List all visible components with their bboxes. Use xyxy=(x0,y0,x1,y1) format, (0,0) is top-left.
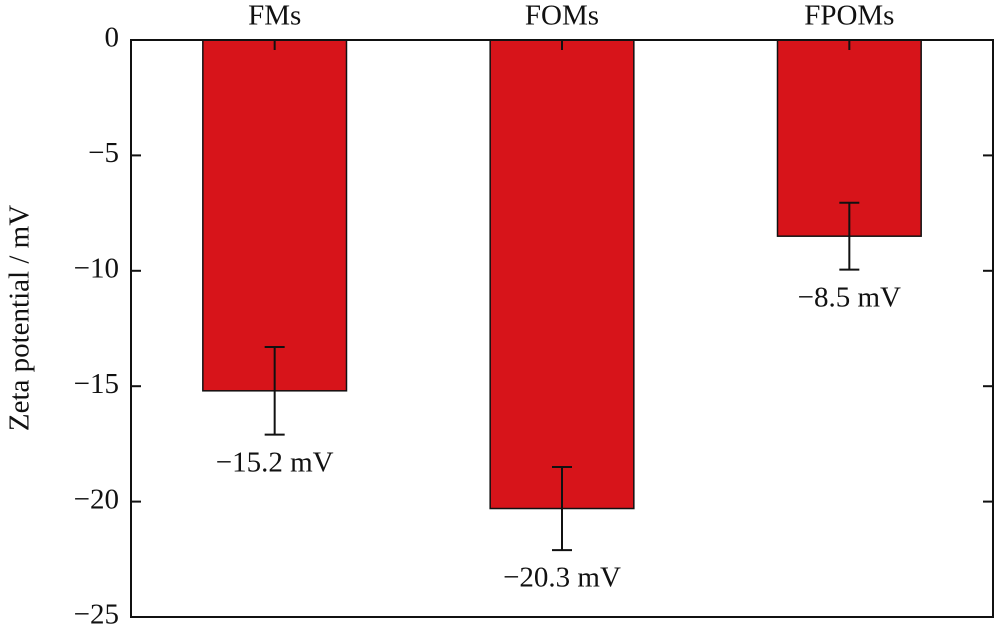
x-tick-label: FOMs xyxy=(525,0,599,32)
x-tick-label: FPOMs xyxy=(804,0,894,32)
y-axis-label: Zeta potential / mV xyxy=(4,205,36,431)
value-label: −20.3 mV xyxy=(503,562,621,594)
y-tick-label: −10 xyxy=(74,252,119,284)
value-label: −8.5 mV xyxy=(798,281,901,313)
bar xyxy=(202,39,348,392)
y-tick-label: 0 xyxy=(105,22,120,54)
y-tick-label: −15 xyxy=(74,368,119,400)
y-tick-label: −5 xyxy=(88,137,119,169)
plot-frame xyxy=(130,39,994,618)
bar xyxy=(489,39,635,510)
y-tick-label: −25 xyxy=(74,599,119,631)
x-tick-label: FMs xyxy=(248,0,301,32)
y-tick-label: −20 xyxy=(74,483,119,515)
value-label: −15.2 mV xyxy=(216,446,334,478)
